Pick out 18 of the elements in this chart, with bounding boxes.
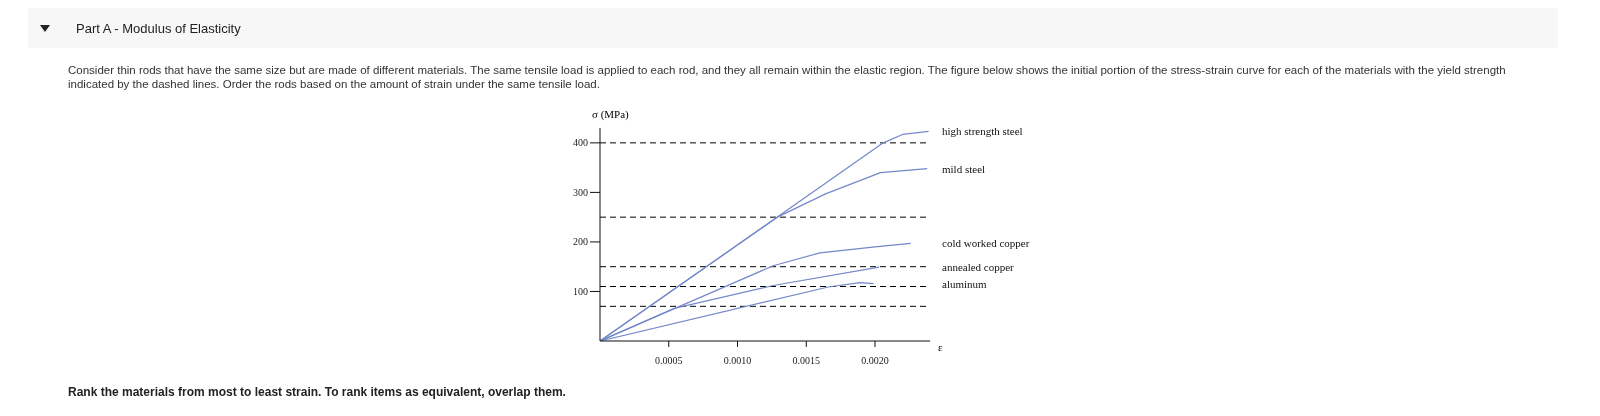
- y-axis-title: σ (MPa): [592, 108, 630, 121]
- text: aluminum: [942, 277, 988, 290]
- x-tick-label: 0.0005: [655, 355, 683, 367]
- y-tick-label: 400: [573, 137, 588, 149]
- x-tick-label: 0.0010: [723, 355, 752, 367]
- y-tick-label: 300: [573, 186, 588, 198]
- text: cold worked copper: [942, 237, 1030, 250]
- series-label: mild steel: [942, 162, 986, 175]
- chart-subtitle: Consider thin rods that have the same size but are made of different materials. The same tensile load is applied to each rod, and they all remain within the elastic region. The figure below shows the initial portion of the stress-strain curve for each of the materials with the yield strength indicated by the dashed lines. Order the rods based on the amount of strain under the same tensile load.: [68, 63, 1507, 91]
- text: Rank the materials from most to least strain. To rank items as equivalent, overlap them.: [68, 385, 566, 399]
- x-tick-label: 0.0020: [861, 355, 889, 367]
- series-label: high strength steel: [942, 125, 1023, 138]
- y-tick-label: 100: [573, 286, 588, 298]
- x-tick-label: 0.0015: [792, 355, 820, 367]
- text: Part A - Modulus of Elasticity: [76, 20, 241, 36]
- text: annealed copper: [942, 261, 1015, 274]
- x-axis-title: ε: [938, 341, 943, 353]
- y-tick-label: 200: [573, 236, 588, 248]
